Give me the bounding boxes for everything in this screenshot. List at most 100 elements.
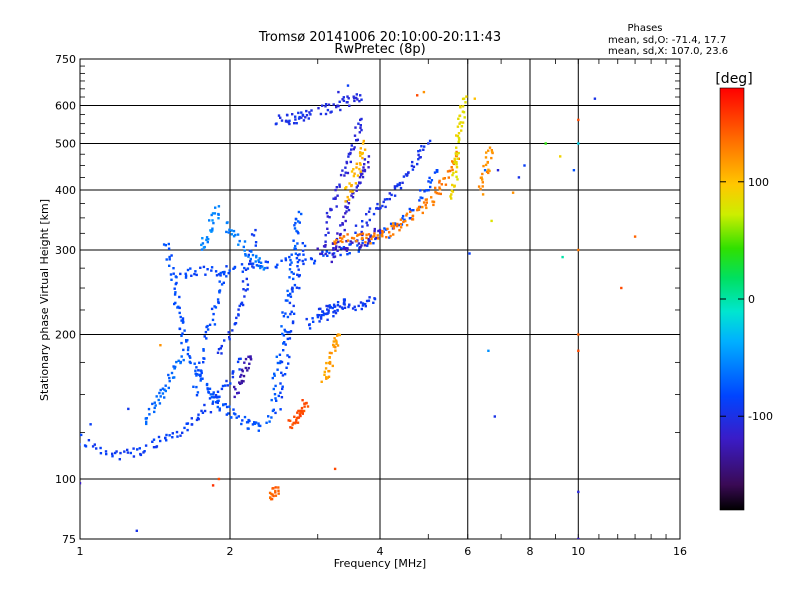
data-point	[298, 286, 301, 290]
data-point	[296, 421, 300, 424]
data-point	[280, 396, 284, 399]
data-point	[358, 131, 361, 134]
data-point	[243, 249, 246, 252]
data-point	[348, 303, 351, 307]
data-point	[204, 330, 208, 334]
data-point	[337, 333, 340, 336]
data-point	[190, 423, 193, 426]
data-point	[347, 152, 351, 156]
data-point	[481, 178, 484, 181]
data-point	[345, 240, 348, 243]
data-point	[202, 361, 205, 364]
data-point	[331, 242, 335, 245]
data-point	[298, 413, 302, 416]
data-point	[324, 367, 328, 370]
data-point	[487, 349, 490, 352]
data-point	[201, 377, 204, 380]
y-tick-label: 75	[62, 533, 76, 546]
data-point	[455, 163, 458, 166]
data-point	[346, 171, 350, 175]
data-point	[316, 247, 319, 250]
data-point	[280, 325, 283, 328]
data-point	[459, 121, 462, 124]
data-point	[182, 320, 185, 324]
data-point	[457, 151, 460, 155]
data-point	[285, 366, 288, 369]
data-point	[310, 257, 313, 261]
data-point	[355, 162, 358, 165]
data-point	[218, 409, 221, 412]
data-point	[338, 100, 341, 103]
data-point	[383, 198, 387, 201]
data-point	[297, 416, 301, 419]
data-point	[351, 307, 355, 310]
data-point	[330, 110, 333, 113]
data-point	[210, 230, 213, 233]
data-point	[336, 344, 340, 347]
data-point	[577, 490, 580, 494]
data-point	[287, 419, 290, 422]
data-point	[310, 109, 313, 112]
data-point	[453, 161, 456, 164]
data-point	[301, 259, 304, 263]
data-point	[360, 128, 363, 132]
data-point	[297, 210, 301, 214]
data-point	[248, 419, 251, 423]
data-point	[247, 255, 250, 258]
data-point	[220, 352, 223, 355]
data-point	[213, 212, 217, 215]
data-point	[347, 97, 350, 100]
data-point	[352, 95, 355, 98]
data-point	[359, 126, 362, 129]
data-point	[231, 329, 234, 332]
data-point	[186, 339, 189, 342]
data-point	[343, 298, 346, 302]
data-point	[361, 233, 364, 237]
data-point	[282, 349, 285, 352]
data-point	[257, 422, 260, 425]
data-point	[377, 237, 380, 240]
data-point	[359, 154, 362, 158]
data-point	[333, 337, 336, 340]
data-point	[294, 244, 297, 248]
data-point	[341, 169, 344, 172]
data-point	[337, 90, 340, 94]
data-point	[217, 273, 221, 276]
data-point	[203, 409, 207, 413]
data-point	[300, 212, 303, 216]
data-point	[332, 303, 336, 306]
data-point	[277, 394, 280, 398]
data-point	[405, 212, 409, 215]
data-point	[298, 221, 301, 224]
data-point	[334, 188, 337, 192]
data-point	[376, 206, 379, 210]
data-point	[238, 304, 241, 308]
y-tick-label: 500	[55, 138, 76, 151]
data-point	[421, 211, 424, 215]
data-point	[250, 233, 254, 236]
data-point	[329, 305, 332, 309]
data-point	[111, 455, 114, 458]
data-point	[186, 268, 190, 272]
data-point	[372, 301, 375, 304]
data-point	[277, 114, 281, 117]
data-point	[355, 166, 358, 169]
data-point	[349, 243, 352, 246]
chart-subtitle: RwPretec (8p)	[334, 42, 425, 57]
data-point	[291, 423, 294, 426]
data-point	[482, 164, 485, 168]
data-point	[135, 529, 138, 532]
data-point	[211, 227, 214, 230]
data-point	[216, 405, 219, 409]
data-point	[299, 414, 302, 418]
data-point	[241, 280, 245, 283]
data-point	[398, 181, 402, 185]
data-point	[401, 217, 404, 220]
data-point	[450, 166, 453, 169]
data-point	[211, 318, 215, 322]
data-point	[308, 323, 311, 327]
data-point	[290, 253, 293, 256]
data-point	[238, 381, 241, 384]
data-point	[359, 124, 362, 127]
